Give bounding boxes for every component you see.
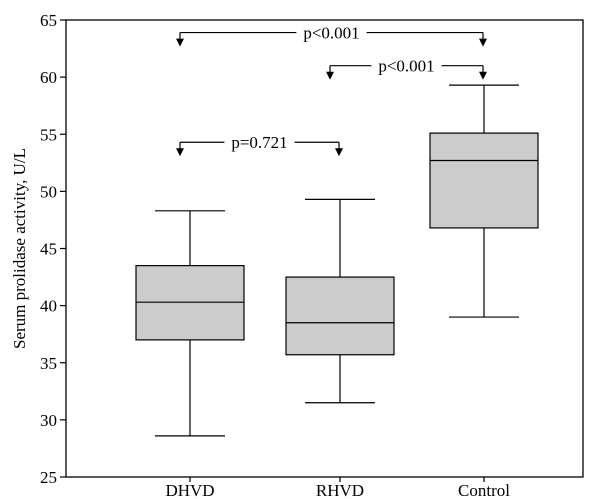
arrow-head (335, 148, 343, 157)
x-tick-label: DHVD (165, 481, 214, 499)
iqr-box (429, 132, 539, 229)
y-tick-label: 35 (40, 354, 57, 373)
y-tick-label: 45 (40, 240, 57, 259)
p-value-label: p=0.721 (231, 133, 287, 152)
y-axis-title: Serum prolidase activity, U/L (10, 148, 29, 349)
y-tick-label: 65 (40, 11, 57, 30)
p-value-label: p<0.001 (303, 24, 359, 43)
x-tick-label: Control (458, 481, 510, 499)
significance-bracket: p=0.721 (176, 133, 343, 157)
box-dhvd (135, 210, 245, 437)
x-tick-label: RHVD (316, 481, 364, 499)
y-tick-label: 25 (40, 468, 57, 487)
arrow-head (479, 38, 487, 47)
y-tick-label: 60 (40, 68, 57, 87)
iqr-box (285, 276, 395, 356)
significance-bracket: p<0.001 (176, 24, 487, 47)
p-value-label: p<0.001 (378, 57, 434, 76)
box-rhvd (285, 198, 395, 404)
arrow-head (176, 38, 184, 47)
arrow-head (176, 148, 184, 157)
y-tick-label: 30 (40, 411, 57, 430)
arrow-head (326, 71, 334, 80)
y-tick-label: 55 (40, 125, 57, 144)
significance-annotations: p<0.001 p<0.001 p=0.721 (176, 24, 487, 157)
significance-bracket: p<0.001 (326, 57, 487, 80)
y-tick-label: 40 (40, 297, 57, 316)
x-axis-labels: DHVD RHVD Control (165, 477, 510, 499)
arrow-head (479, 71, 487, 80)
plot-frame (65, 19, 584, 478)
y-axis-ticks: 25 30 35 40 45 50 55 60 65 (40, 11, 66, 487)
box-control (429, 84, 539, 318)
y-tick-label: 50 (40, 182, 57, 201)
boxes (135, 84, 539, 437)
